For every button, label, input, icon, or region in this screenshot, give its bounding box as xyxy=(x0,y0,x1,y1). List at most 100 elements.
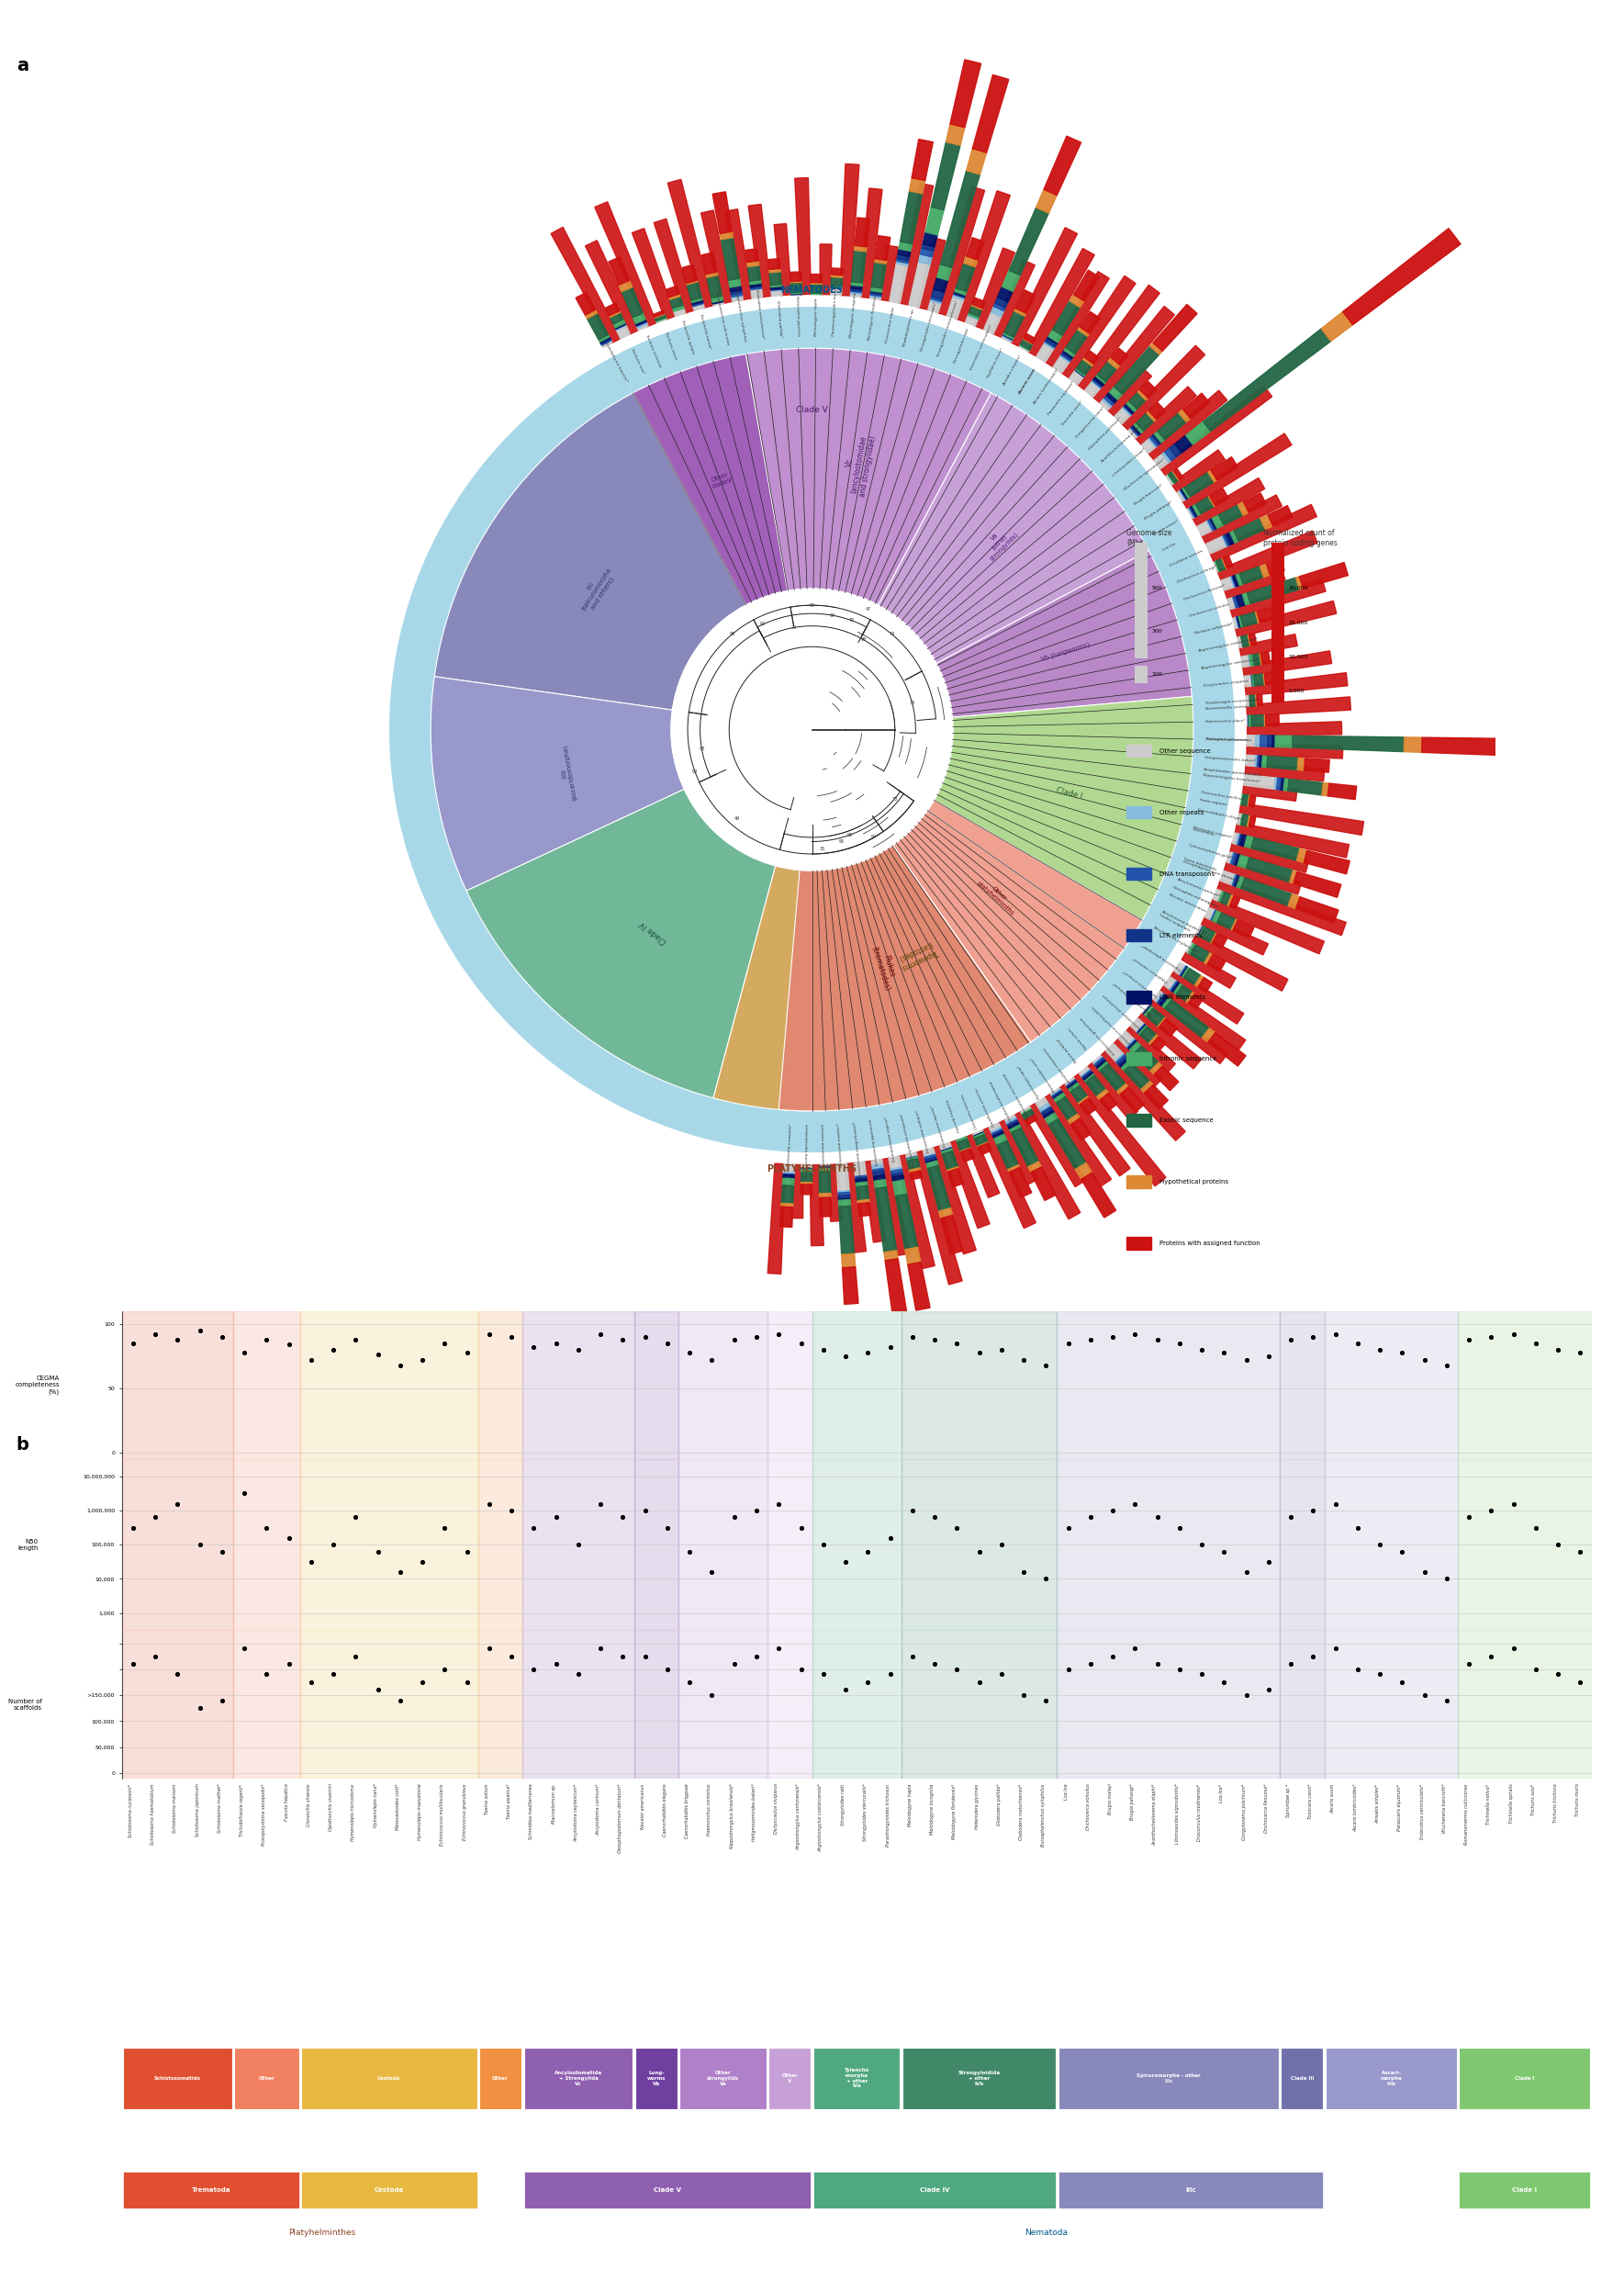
Polygon shape xyxy=(747,264,760,280)
Polygon shape xyxy=(838,1190,849,1192)
Text: Dipylidium caninum*: Dipylidium caninum* xyxy=(1132,955,1169,983)
Polygon shape xyxy=(1221,577,1234,591)
Polygon shape xyxy=(827,1165,843,1222)
Polygon shape xyxy=(1257,695,1262,707)
Text: 88: 88 xyxy=(698,748,705,752)
Polygon shape xyxy=(909,1167,921,1172)
Text: 74: 74 xyxy=(888,632,895,636)
Text: Echinococcus granulosus: Echinococcus granulosus xyxy=(1080,1015,1117,1056)
Polygon shape xyxy=(1080,312,1099,333)
Text: Echinococcus multilocularis: Echinococcus multilocularis xyxy=(1091,1005,1134,1047)
Polygon shape xyxy=(780,1206,793,1227)
Polygon shape xyxy=(1158,413,1186,440)
Polygon shape xyxy=(1190,506,1199,515)
Polygon shape xyxy=(1184,969,1200,985)
Polygon shape xyxy=(1099,1049,1186,1140)
Polygon shape xyxy=(1119,1031,1134,1047)
Polygon shape xyxy=(1002,271,1020,292)
Polygon shape xyxy=(1293,736,1405,752)
Polygon shape xyxy=(1237,834,1241,846)
Polygon shape xyxy=(1086,1076,1106,1097)
Polygon shape xyxy=(1234,602,1337,638)
Bar xyxy=(523,1311,633,1459)
Polygon shape xyxy=(870,294,880,299)
Polygon shape xyxy=(1143,1005,1151,1015)
Polygon shape xyxy=(851,294,861,296)
Polygon shape xyxy=(1195,976,1203,987)
Polygon shape xyxy=(992,1131,1004,1138)
Text: Trichinella spiralis: Trichinella spiralis xyxy=(1509,1783,1514,1824)
Polygon shape xyxy=(1252,654,1262,666)
Bar xyxy=(901,1630,1057,1778)
Polygon shape xyxy=(1129,1040,1137,1049)
Text: 92: 92 xyxy=(760,622,767,627)
Polygon shape xyxy=(1241,636,1250,648)
Polygon shape xyxy=(1174,983,1182,994)
Polygon shape xyxy=(960,1147,971,1151)
Text: 99: 99 xyxy=(692,771,698,775)
Text: Clade V: Clade V xyxy=(653,2187,680,2193)
Polygon shape xyxy=(856,1176,867,1179)
Text: 76: 76 xyxy=(791,625,797,629)
Polygon shape xyxy=(632,228,676,319)
Polygon shape xyxy=(637,321,646,326)
Polygon shape xyxy=(633,312,645,324)
Text: Enterobius vermicularis*: Enterobius vermicularis* xyxy=(970,324,994,369)
FancyBboxPatch shape xyxy=(525,2173,810,2209)
Polygon shape xyxy=(1150,342,1163,356)
Bar xyxy=(812,1459,901,1630)
Text: Vc
(ancylostomidae
and strongylidae): Vc (ancylostomidae and strongylidae) xyxy=(840,431,877,497)
FancyBboxPatch shape xyxy=(234,2047,299,2109)
Polygon shape xyxy=(719,233,732,239)
Polygon shape xyxy=(1150,435,1160,447)
Polygon shape xyxy=(1160,1019,1177,1037)
Polygon shape xyxy=(1229,853,1234,864)
Bar xyxy=(1458,1311,1592,1459)
Bar xyxy=(901,1459,1057,1630)
Polygon shape xyxy=(896,255,909,260)
Polygon shape xyxy=(1036,189,1057,212)
FancyBboxPatch shape xyxy=(1272,543,1285,634)
Polygon shape xyxy=(1276,777,1281,789)
Polygon shape xyxy=(615,324,625,328)
Bar xyxy=(523,1630,633,1778)
Text: Spilometria erinacei*: Spilometria erinacei* xyxy=(1122,969,1158,996)
Polygon shape xyxy=(1145,1005,1153,1017)
Polygon shape xyxy=(1009,1122,1020,1131)
Text: Romanomermis culicivorax: Romanomermis culicivorax xyxy=(1465,1783,1470,1845)
Text: Schistosoma haematobium: Schistosoma haematobium xyxy=(806,1124,809,1179)
Polygon shape xyxy=(783,1165,794,1172)
Polygon shape xyxy=(1246,857,1293,882)
Text: Strongyloides stercoralis*: Strongyloides stercoralis* xyxy=(864,1783,867,1842)
Polygon shape xyxy=(1158,994,1166,1003)
Polygon shape xyxy=(1212,933,1228,948)
Polygon shape xyxy=(614,319,625,328)
Polygon shape xyxy=(870,292,882,294)
Polygon shape xyxy=(965,315,978,326)
Polygon shape xyxy=(922,233,937,246)
Polygon shape xyxy=(948,1167,963,1188)
Polygon shape xyxy=(1067,1081,1077,1088)
Polygon shape xyxy=(654,312,664,317)
Polygon shape xyxy=(973,75,1009,153)
Polygon shape xyxy=(981,1126,1036,1229)
Polygon shape xyxy=(594,203,656,326)
Polygon shape xyxy=(609,258,630,285)
Polygon shape xyxy=(783,1174,794,1179)
Polygon shape xyxy=(908,1263,931,1311)
Text: Globodera rostochiensis*: Globodera rostochiensis* xyxy=(754,290,765,340)
Text: Intronic sequence: Intronic sequence xyxy=(1160,1056,1216,1060)
Text: Clade I: Clade I xyxy=(1512,2187,1538,2193)
Polygon shape xyxy=(1190,944,1210,962)
Polygon shape xyxy=(1260,652,1270,663)
Polygon shape xyxy=(924,1154,935,1158)
Polygon shape xyxy=(1160,985,1246,1051)
Text: Dictyocaulus viviparus: Dictyocaulus viviparus xyxy=(775,1783,780,1833)
Text: Necator americanus: Necator americanus xyxy=(640,1783,645,1829)
Polygon shape xyxy=(1247,698,1351,716)
Polygon shape xyxy=(1218,891,1224,903)
Text: Clonorchis sinensis: Clonorchis sinensis xyxy=(307,1783,312,1826)
Text: Onchocerca ochengi*: Onchocerca ochengi* xyxy=(1176,565,1218,584)
FancyBboxPatch shape xyxy=(1272,588,1285,657)
Text: Ancylostoma ceylanicum*: Ancylostoma ceylanicum* xyxy=(1151,926,1199,953)
